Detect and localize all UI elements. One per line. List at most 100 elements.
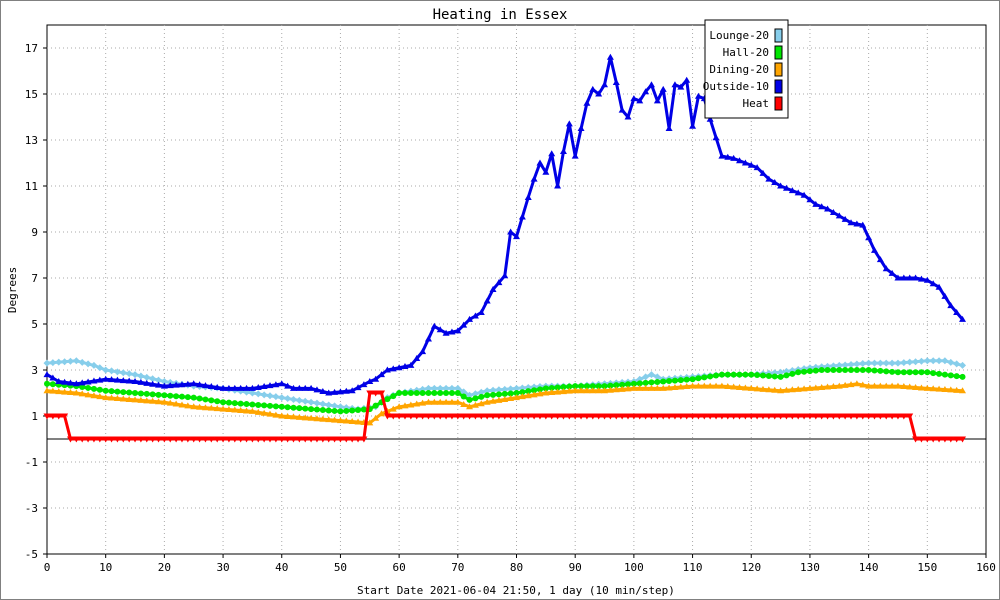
data-point [542, 413, 550, 420]
data-point [208, 397, 215, 404]
data-point [113, 368, 121, 376]
data-point [49, 413, 57, 420]
data-point [824, 205, 832, 212]
data-point [777, 368, 785, 376]
data-point [700, 413, 708, 420]
data-point [700, 382, 708, 389]
data-point [237, 436, 245, 443]
data-point [501, 413, 509, 420]
data-point [571, 387, 579, 394]
data-point [870, 413, 878, 420]
data-point [272, 411, 280, 418]
data-point [261, 402, 268, 409]
data-point [489, 413, 497, 420]
data-point [131, 436, 139, 443]
x-tick-label: 160 [976, 561, 996, 574]
data-point [307, 384, 315, 391]
data-point [396, 390, 403, 396]
data-point [559, 148, 567, 154]
data-point [155, 436, 163, 443]
data-point [166, 382, 174, 389]
data-point [524, 194, 532, 200]
data-point [172, 400, 180, 407]
data-point [390, 393, 397, 400]
data-point [161, 392, 168, 399]
data-point [96, 393, 104, 400]
data-point [477, 388, 485, 396]
data-point [289, 395, 297, 403]
data-point [501, 385, 509, 393]
data-point [900, 383, 908, 390]
data-point [736, 413, 744, 420]
data-point [647, 384, 655, 391]
data-point [929, 436, 937, 443]
data-point [947, 372, 954, 379]
data-point [132, 390, 139, 396]
data-point [313, 399, 321, 407]
data-point [190, 394, 197, 401]
data-point [119, 395, 127, 402]
data-point [595, 387, 603, 394]
data-point [255, 401, 262, 408]
data-point [266, 410, 274, 417]
data-point [424, 335, 432, 342]
data-point [788, 413, 796, 420]
data-point [929, 385, 937, 392]
data-point [119, 377, 127, 384]
data-point [489, 386, 497, 394]
data-point [44, 380, 50, 387]
data-point [131, 378, 139, 384]
data-point [583, 413, 591, 420]
data-point [501, 390, 508, 397]
data-point [618, 106, 626, 113]
data-point [900, 369, 907, 376]
data-point [923, 357, 931, 365]
data-point [155, 391, 162, 398]
data-point [119, 369, 127, 377]
data-point [254, 390, 262, 398]
data-point [395, 364, 403, 371]
data-point [190, 403, 198, 410]
data-point [284, 382, 292, 389]
data-point [424, 413, 432, 420]
data-point [589, 387, 597, 394]
data-point [401, 413, 409, 420]
data-point [407, 413, 415, 420]
data-point [160, 398, 168, 405]
data-point [143, 390, 150, 397]
data-point [307, 398, 315, 406]
data-point [824, 367, 831, 373]
data-point [536, 159, 544, 166]
data-point [841, 361, 849, 369]
data-point [841, 413, 849, 420]
data-point [295, 396, 303, 404]
data-point [630, 95, 638, 102]
data-point [935, 283, 943, 290]
data-point [601, 383, 608, 390]
data-point [207, 404, 215, 411]
data-point [419, 348, 427, 355]
data-point [741, 384, 749, 391]
data-point [647, 371, 655, 379]
data-point [882, 413, 890, 420]
data-point [349, 407, 356, 414]
data-point [372, 414, 380, 421]
grid-lines [47, 25, 986, 554]
data-point [336, 436, 344, 443]
data-point [848, 367, 855, 373]
data-point [583, 383, 590, 390]
data-point [243, 384, 251, 391]
x-tick-label: 60 [393, 561, 406, 574]
data-point [941, 292, 949, 299]
data-point [812, 384, 820, 391]
legend-label: Outside-10 [703, 80, 769, 93]
data-point [155, 398, 163, 405]
data-point [712, 413, 720, 420]
data-point [196, 395, 203, 402]
legend-label: Dining-20 [709, 63, 769, 76]
data-point [49, 387, 57, 394]
data-point [201, 382, 209, 389]
data-point [653, 97, 661, 104]
data-point [748, 371, 755, 378]
data-point [835, 361, 843, 369]
